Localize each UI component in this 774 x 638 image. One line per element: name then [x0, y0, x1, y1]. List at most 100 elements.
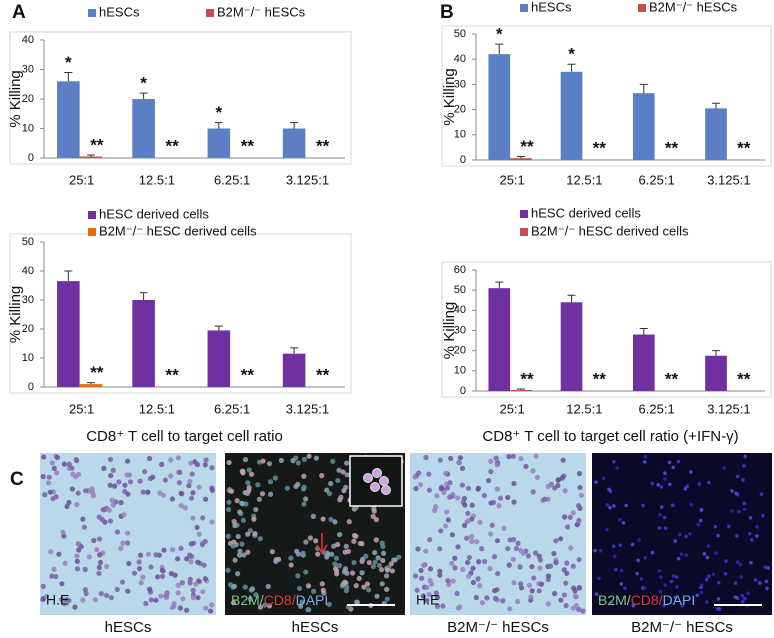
cell — [741, 478, 745, 482]
cell — [739, 575, 744, 579]
cell — [491, 554, 498, 560]
x-tick-label: 12.5:1 — [566, 172, 602, 187]
cell — [460, 566, 466, 572]
plot-frame — [9, 31, 352, 165]
cell — [657, 526, 662, 530]
bar — [57, 81, 80, 158]
cell — [418, 567, 424, 574]
cell — [424, 598, 430, 604]
cell — [571, 585, 577, 591]
legend-label: B2M⁻/⁻ hESC derived cells — [531, 223, 689, 238]
cell — [416, 470, 422, 476]
x-tick-label: 6.25:1 — [639, 172, 675, 187]
cell — [125, 491, 131, 497]
y-tick-label: 0 — [460, 385, 466, 397]
cell — [444, 509, 450, 515]
error-bar — [86, 154, 95, 157]
cell — [112, 483, 118, 489]
cell — [671, 503, 675, 508]
cell — [481, 492, 487, 499]
cell — [372, 549, 378, 556]
x-tick-label: 3.125:1 — [286, 401, 329, 416]
cell — [361, 584, 367, 590]
cell — [437, 568, 443, 574]
cell — [59, 581, 65, 587]
cell — [456, 460, 463, 466]
cell — [253, 507, 259, 513]
cell — [201, 562, 207, 568]
cell — [343, 543, 349, 549]
cell — [249, 586, 256, 592]
cell — [389, 568, 396, 574]
cell — [96, 570, 102, 576]
cell — [623, 586, 627, 590]
cell — [70, 471, 76, 477]
bar — [488, 54, 511, 160]
cell — [168, 571, 175, 577]
cell — [671, 574, 676, 578]
cell — [601, 476, 606, 481]
cell — [83, 488, 89, 494]
bar — [705, 108, 727, 160]
cell — [427, 566, 434, 572]
cell — [118, 500, 124, 506]
cell — [746, 591, 750, 596]
cell — [226, 499, 232, 505]
panel-label: C — [10, 469, 24, 490]
cell — [53, 573, 59, 580]
cell — [717, 607, 722, 611]
cell — [685, 484, 689, 489]
cell — [636, 558, 640, 563]
bar — [79, 384, 103, 387]
cell — [443, 470, 449, 477]
cell — [384, 596, 390, 602]
x-tick-label: 3.125:1 — [707, 172, 750, 187]
cell — [757, 581, 762, 585]
cell — [336, 563, 343, 569]
cell — [175, 455, 182, 461]
cell — [253, 592, 259, 598]
cell — [175, 582, 181, 588]
cell — [573, 603, 579, 609]
cell — [56, 551, 62, 557]
cell — [313, 455, 319, 461]
bar — [488, 288, 511, 391]
cell — [450, 578, 456, 584]
cell — [190, 595, 197, 601]
cell — [464, 535, 470, 541]
cell — [374, 593, 380, 599]
cell — [354, 599, 360, 605]
cell — [202, 576, 208, 582]
cell — [542, 496, 548, 502]
cell — [470, 565, 476, 571]
cell — [124, 540, 131, 546]
cell — [605, 527, 609, 532]
cell — [748, 515, 753, 520]
cell — [663, 471, 667, 475]
cell — [342, 549, 348, 555]
cell — [267, 479, 274, 485]
cell — [138, 580, 144, 586]
cell — [340, 469, 346, 475]
cell — [288, 562, 294, 568]
x-tick-label: 12.5:1 — [139, 401, 175, 416]
cell — [455, 495, 461, 501]
cell — [118, 545, 124, 552]
cell — [593, 548, 597, 553]
cell — [365, 587, 372, 593]
cell — [209, 602, 215, 608]
cell — [64, 503, 70, 510]
cell — [759, 492, 764, 497]
cell — [225, 567, 231, 573]
significance-marker: ** — [90, 136, 104, 155]
legend-swatch — [638, 4, 646, 12]
cell — [445, 578, 451, 584]
cell — [424, 584, 430, 591]
cell — [427, 537, 433, 543]
cell — [487, 565, 493, 572]
cell — [733, 581, 738, 585]
cell — [230, 600, 237, 606]
cell — [370, 563, 376, 570]
cell — [114, 529, 121, 535]
cell — [533, 453, 539, 459]
